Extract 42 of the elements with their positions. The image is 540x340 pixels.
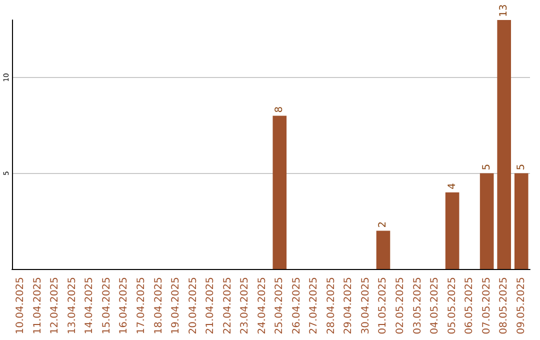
x-tick-label: 25.04.2025 <box>274 277 286 334</box>
x-tick-label: 16.04.2025 <box>118 277 130 334</box>
x-tick-label: 03.05.2025 <box>412 277 424 334</box>
x-tick-label: 28.04.2025 <box>326 277 337 334</box>
x-tick-label: 27.04.2025 <box>308 277 320 334</box>
data-label: 5 <box>516 164 527 170</box>
data-label: 13 <box>498 4 510 17</box>
x-tick-label: 11.04.2025 <box>32 277 44 334</box>
bar <box>514 173 528 269</box>
bar <box>497 20 512 269</box>
x-tick-label: 29.04.2025 <box>343 277 354 334</box>
x-tick-label: 02.05.2025 <box>395 277 406 334</box>
x-tick-label: 14.04.2025 <box>84 277 96 334</box>
x-tick-label: 20.04.2025 <box>188 277 199 334</box>
x-tick-label: 18.04.2025 <box>153 277 164 334</box>
data-label: 4 <box>446 183 458 190</box>
x-tick-label: 13.04.2025 <box>66 277 78 334</box>
x-tick-label: 26.04.2025 <box>291 277 302 334</box>
x-tick-label: 30.04.2025 <box>360 277 372 334</box>
x-tick-label: 17.04.2025 <box>136 277 147 334</box>
x-tick-label: 21.04.2025 <box>205 277 216 334</box>
bar <box>445 192 460 269</box>
x-tick-label: 15.04.2025 <box>101 277 112 334</box>
x-tick-label: 08.05.2025 <box>498 277 510 334</box>
x-tick-label: 07.05.2025 <box>481 277 492 334</box>
x-tick-label: 10.04.2025 <box>15 277 26 334</box>
x-tick-label: 23.04.2025 <box>240 277 251 334</box>
bar <box>376 230 390 269</box>
x-tick-label: 24.04.2025 <box>256 277 268 334</box>
data-label: 8 <box>274 106 286 113</box>
x-tick-label: 19.04.2025 <box>170 277 182 334</box>
data-label: 2 <box>378 221 389 228</box>
x-tick-label: 05.05.2025 <box>446 277 458 334</box>
x-tick-label: 09.05.2025 <box>516 277 527 334</box>
x-tick-label: 06.05.2025 <box>464 277 476 334</box>
x-tick-label: 01.05.2025 <box>378 277 389 334</box>
x-tick-label: 04.05.2025 <box>430 277 441 334</box>
bar <box>272 116 287 269</box>
x-tick-label: 22.04.2025 <box>222 277 234 334</box>
x-tick-label: 12.04.2025 <box>50 277 61 334</box>
bar <box>480 173 494 269</box>
data-label: 5 <box>481 164 492 170</box>
